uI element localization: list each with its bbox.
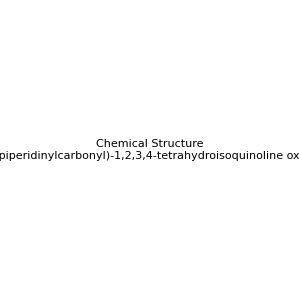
- Text: Chemical Structure
2-(4-piperidinylcarbonyl)-1,2,3,4-tetrahydroisoquinoline oxal: Chemical Structure 2-(4-piperidinylcarbo…: [0, 139, 300, 161]
